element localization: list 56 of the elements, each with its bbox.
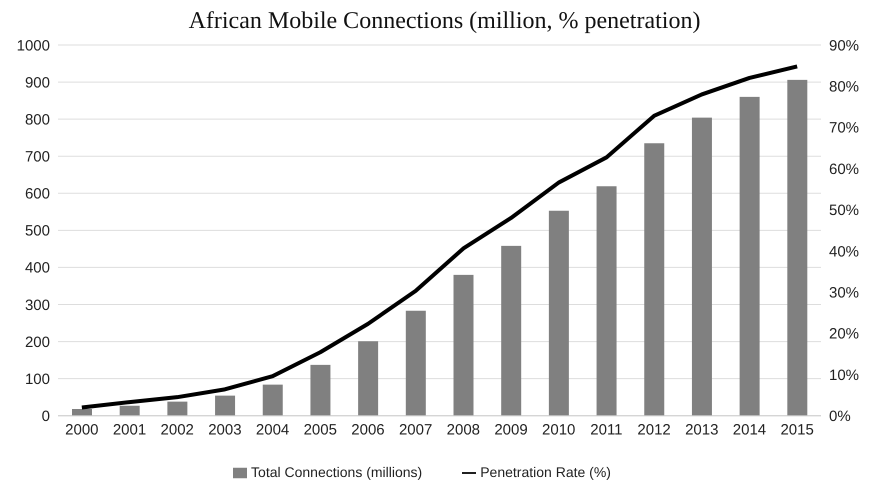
x-tick-label: 2005 [304, 421, 337, 438]
bar [644, 143, 664, 416]
x-tick-label: 2009 [494, 421, 528, 438]
bar [215, 396, 236, 416]
bar [454, 274, 474, 416]
y2-tick-label: 70% [829, 120, 860, 137]
y-tick-label: 500 [24, 222, 50, 240]
x-tick-label: 2013 [685, 421, 718, 438]
bar [310, 364, 330, 416]
x-tick-label: 2000 [65, 421, 99, 438]
y-tick-label: 400 [24, 260, 50, 277]
x-tick-label: 2007 [398, 421, 432, 438]
x-tick-label: 2011 [590, 421, 623, 438]
bar [120, 406, 140, 416]
bar [787, 80, 808, 416]
chart-title: African Mobile Connections (million, % penetration) [188, 8, 702, 35]
y2-tick-label: 60% [829, 160, 860, 178]
bar [740, 96, 760, 416]
y-tick-label: 900 [24, 74, 50, 92]
legend-label: Total Connections (millions) [251, 464, 422, 480]
x-tick-label: 2015 [780, 421, 814, 438]
bar [501, 246, 522, 416]
x-tick-label: 2006 [351, 421, 385, 438]
x-tick-label: 2014 [732, 421, 766, 438]
x-tick-label: 2012 [637, 421, 671, 438]
bar [358, 341, 378, 416]
line-series [80, 64, 800, 410]
y-tick-label: 700 [24, 148, 50, 166]
y2-tick-label: 80% [829, 78, 860, 96]
y-tick-label: 600 [24, 186, 50, 203]
y2-tick-label: 10% [829, 366, 860, 384]
y2-tick-label: 50% [829, 202, 860, 220]
y2-tick-label: 0% [829, 408, 851, 426]
x-tick-label: 2001 [112, 421, 146, 438]
bar [406, 310, 426, 416]
bar [167, 402, 188, 416]
legend-label: Penetration Rate (%) [480, 464, 611, 480]
bar [548, 210, 569, 416]
y-tick-label: 300 [24, 296, 50, 314]
bar [596, 186, 617, 416]
y2-tick-label: 40% [829, 243, 860, 260]
bar [262, 384, 283, 416]
y2-tick-label: 20% [829, 326, 860, 343]
y2-tick-label: 90% [829, 37, 860, 54]
y-tick-label: 800 [24, 111, 50, 128]
y2-tick-label: 30% [829, 284, 860, 302]
x-tick-label: 2004 [256, 421, 290, 438]
y-tick-label: 0 [42, 408, 50, 426]
x-tick-label: 2008 [446, 421, 480, 438]
y-tick-label: 1000 [16, 37, 50, 54]
y-tick-label: 200 [24, 334, 50, 351]
y-tick-label: 100 [24, 370, 50, 388]
x-tick-label: 2002 [160, 421, 194, 438]
x-tick-label: 2010 [542, 421, 576, 438]
bar [692, 118, 712, 416]
x-tick-label: 2003 [208, 421, 242, 438]
